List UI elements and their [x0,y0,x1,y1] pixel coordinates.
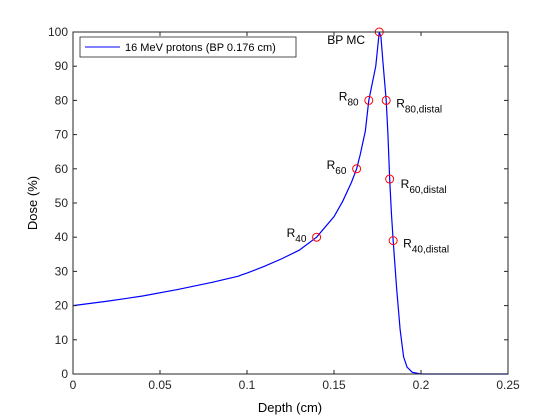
annotation-r60: R60 [327,158,347,177]
x-tick-label: 0.25 [496,378,520,392]
y-tick-label: 70 [55,128,69,142]
marker-point-6 [388,236,398,246]
y-tick-label: 90 [55,59,69,73]
x-tick-label: 0.05 [148,378,172,392]
series-layer [72,31,508,375]
y-tick-label: 50 [55,196,69,210]
annotation-r40-distal: R40,distal [403,237,449,256]
annotation-layer: BP MC R80 R80,distal R60 R60,distal R40 R40,di… [287,33,449,256]
axes-layer: 0 0.05 0.1 0.15 0.2 0.25 0 10 20 30 40 50 60 70 80 90 10… [48,25,520,392]
marker-point-5 [312,232,322,242]
legend-entry: 16 MeV protons (BP 0.176 cm) [125,42,276,54]
plot-background [73,32,508,374]
annotation-r80-distal: R80,distal [396,96,442,115]
annotation-r60-distal: R60,distal [401,177,447,196]
marker-point-1 [364,95,374,105]
annotation-r80: R80 [339,89,359,108]
x-axis-label: Depth (cm) [258,400,322,415]
marker-point-4 [385,174,395,184]
x-tick-label: 0.15 [322,378,346,392]
y-tick-label: 30 [55,264,69,278]
marker-point-3 [352,164,362,174]
legend: 16 MeV protons (BP 0.176 cm) [79,36,297,58]
y-tick-label: 20 [55,299,69,313]
marker-point-2 [381,95,391,105]
y-tick-label: 10 [55,333,69,347]
series-line-0 [72,31,508,375]
annotation-r40: R40 [287,226,307,245]
y-tick-label: 80 [55,93,69,107]
annotation-bp-mc: BP MC [327,33,365,47]
x-tick-label: 0 [70,378,77,392]
y-tick-label: 40 [55,230,69,244]
x-tick-label: 0.2 [413,378,430,392]
x-tick-label: 0.1 [239,378,256,392]
y-tick-label: 100 [48,25,68,39]
y-tick-label: 0 [61,367,68,381]
y-tick-label: 60 [55,162,69,176]
y-axis-label: Dose (%) [25,176,40,230]
legend-box [79,36,297,58]
